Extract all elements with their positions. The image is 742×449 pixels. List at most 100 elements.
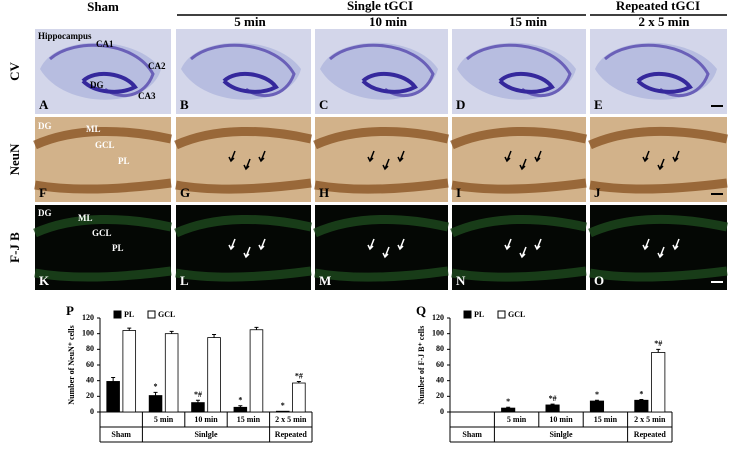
group-label: Repeated bbox=[275, 430, 308, 439]
bar bbox=[651, 352, 666, 413]
category-label: 10 min bbox=[194, 415, 218, 424]
panel-letter: N bbox=[456, 273, 466, 288]
legend-label: PL bbox=[124, 310, 134, 319]
arrow bbox=[382, 158, 390, 171]
y-tick-label: 0 bbox=[90, 407, 94, 416]
cell-layer bbox=[588, 215, 728, 238]
category-label: 5 min bbox=[507, 415, 527, 424]
row-label: CV bbox=[7, 62, 22, 81]
group-label: Sham bbox=[111, 430, 131, 439]
bar bbox=[634, 399, 649, 413]
arrow bbox=[258, 150, 266, 163]
column-header: 5 min bbox=[234, 14, 266, 29]
panel-letter: H bbox=[319, 185, 329, 200]
arrow bbox=[228, 238, 236, 251]
bar bbox=[249, 329, 264, 413]
category-label: 2 x 5 min bbox=[275, 415, 307, 424]
panel-letter: K bbox=[39, 273, 50, 288]
arrow bbox=[657, 246, 665, 259]
ca-layer bbox=[49, 43, 155, 98]
ca-layer bbox=[329, 43, 435, 98]
arrow bbox=[367, 150, 375, 163]
region-label: GCL bbox=[95, 140, 115, 150]
column-header: 15 min bbox=[509, 14, 548, 29]
significance-label: *# bbox=[549, 394, 557, 403]
cell-layer bbox=[34, 178, 172, 194]
row-label: NeuN bbox=[7, 143, 22, 175]
cell-layer bbox=[313, 127, 450, 150]
region-label: CA1 bbox=[96, 39, 114, 49]
y-tick-label: 20 bbox=[436, 391, 444, 400]
panel-letter: B bbox=[180, 97, 189, 112]
arrow bbox=[504, 238, 512, 251]
column-header: 10 min bbox=[369, 14, 408, 29]
arrow bbox=[672, 150, 680, 163]
arrow bbox=[397, 150, 405, 163]
error-bar bbox=[506, 406, 511, 409]
significance-label: * bbox=[639, 389, 643, 398]
y-tick-label: 0 bbox=[440, 407, 444, 416]
error-bar bbox=[254, 326, 259, 330]
cell-layer bbox=[588, 127, 728, 150]
ca-layer bbox=[604, 43, 710, 98]
region-label: PL bbox=[112, 243, 124, 253]
error-bar bbox=[195, 399, 200, 403]
arrow bbox=[382, 246, 390, 259]
panel-letter: F bbox=[39, 185, 47, 200]
error-bar bbox=[212, 333, 217, 338]
bar bbox=[589, 400, 605, 413]
region-label: CA3 bbox=[138, 91, 156, 101]
arrow bbox=[519, 158, 527, 171]
panel-letter: A bbox=[39, 97, 49, 112]
group-label: Sham bbox=[462, 430, 482, 439]
bar bbox=[233, 406, 248, 413]
arrow bbox=[519, 246, 527, 259]
region-label: ML bbox=[78, 213, 93, 223]
error-bar bbox=[550, 403, 555, 405]
legend-label: GCL bbox=[508, 310, 525, 319]
cell-layer bbox=[589, 178, 728, 194]
arrow bbox=[243, 158, 251, 171]
cell-layer bbox=[33, 127, 172, 150]
region-label: PL bbox=[118, 156, 130, 166]
panel-letter: E bbox=[594, 97, 603, 112]
group-label: Sinlgle bbox=[549, 430, 573, 439]
panel-letter: O bbox=[594, 273, 604, 288]
significance-label: * bbox=[154, 382, 158, 391]
significance-label: *# bbox=[194, 390, 202, 399]
error-bar bbox=[639, 398, 644, 401]
significance-label: * bbox=[238, 396, 242, 405]
dg-layer bbox=[81, 71, 138, 94]
bar bbox=[275, 410, 290, 413]
header-single: Single tGCI bbox=[347, 0, 413, 13]
cell-layer bbox=[451, 266, 587, 282]
hippocampus-tissue bbox=[181, 42, 301, 100]
y-tick-label: 60 bbox=[86, 360, 94, 369]
row-label: F-J B bbox=[7, 232, 22, 263]
bar bbox=[106, 381, 120, 413]
ca-layer bbox=[466, 43, 572, 98]
legend-swatch bbox=[113, 310, 122, 319]
hippocampus-tissue bbox=[457, 42, 576, 100]
cell-layer bbox=[34, 266, 172, 282]
panel-letter: C bbox=[319, 97, 328, 112]
arrow bbox=[504, 150, 512, 163]
dg-layer bbox=[636, 71, 693, 94]
category-label: 5 min bbox=[154, 415, 174, 424]
error-bar bbox=[296, 380, 301, 384]
arrow bbox=[397, 238, 405, 251]
dg-layer bbox=[361, 71, 418, 94]
panel-letter: D bbox=[456, 97, 465, 112]
panel-letter: Q bbox=[416, 303, 426, 318]
category-label: 10 min bbox=[549, 415, 573, 424]
significance-label: * bbox=[595, 390, 599, 399]
bar bbox=[148, 395, 163, 413]
significance-label: *# bbox=[295, 371, 303, 380]
region-label: ML bbox=[86, 124, 101, 134]
bar bbox=[292, 382, 306, 413]
header-repeated: Repeated tGCI bbox=[616, 0, 700, 13]
cell-layer bbox=[314, 178, 449, 194]
panel-letter: J bbox=[594, 185, 601, 200]
significance-label: * bbox=[281, 401, 285, 410]
